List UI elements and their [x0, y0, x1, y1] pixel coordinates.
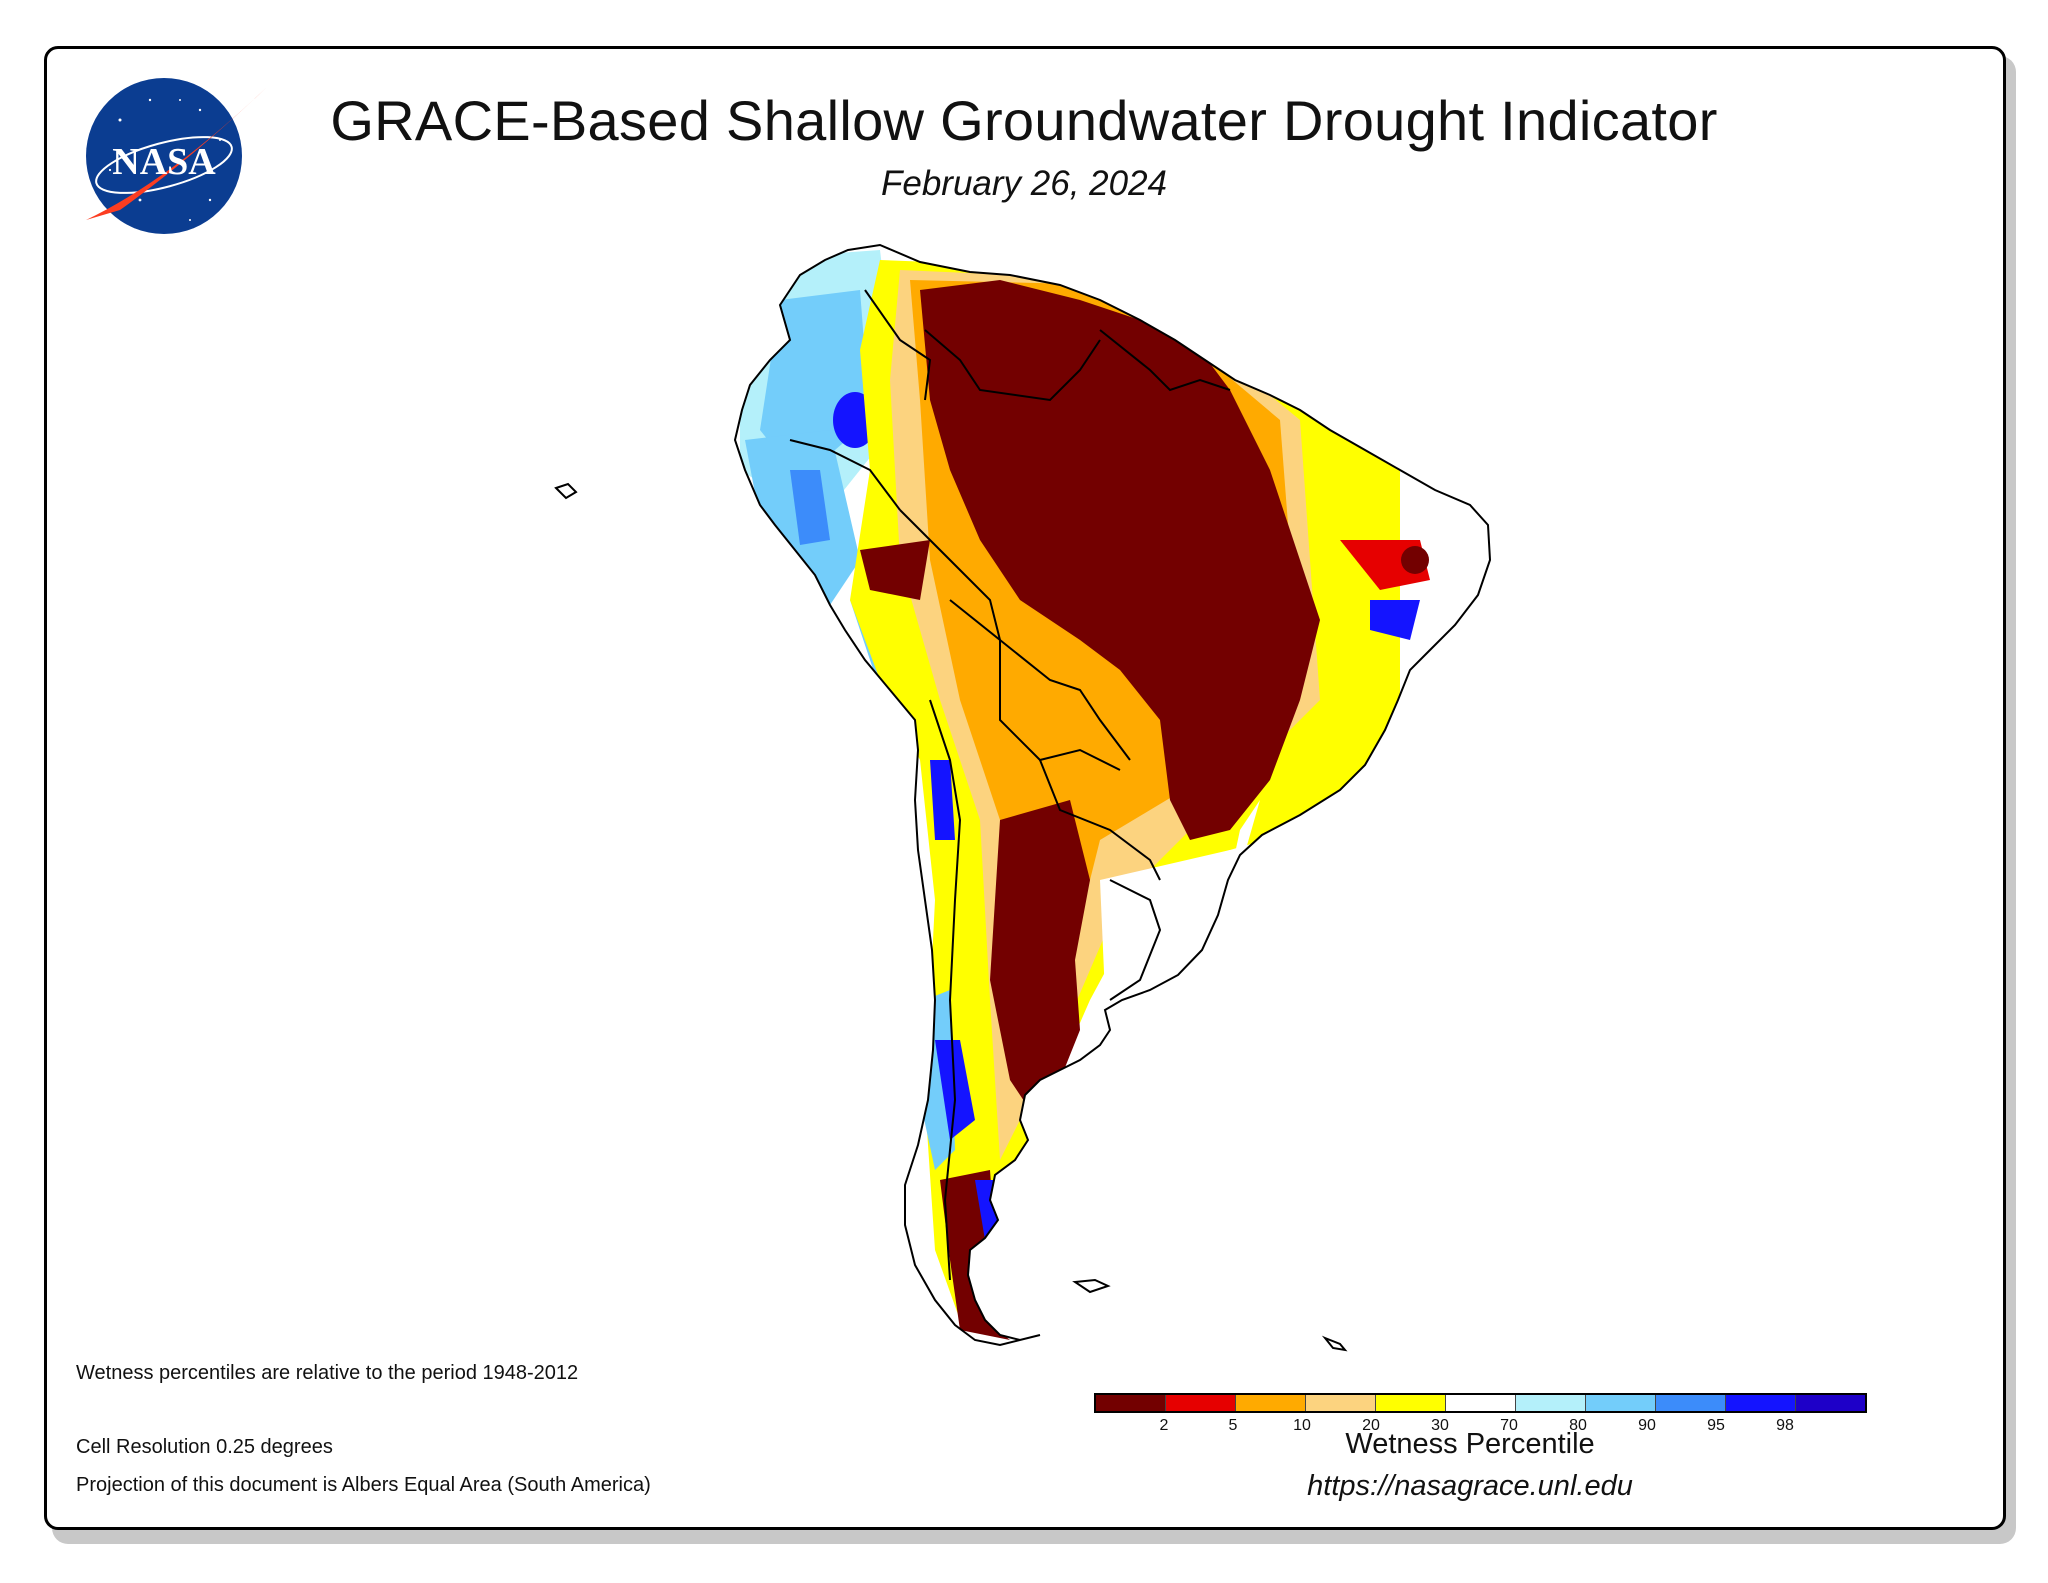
legend-title: Wetness Percentile: [1345, 1428, 1595, 1460]
legend-swatch: [1725, 1395, 1795, 1411]
legend-tick-label: 95: [1707, 1417, 1725, 1434]
map-date: February 26, 2024: [880, 164, 1167, 203]
nasa-logo: NASA: [86, 78, 268, 234]
legend-swatch: [1096, 1395, 1165, 1411]
legend: 2 5 10 20 30 70 80 90 95 98: [1094, 1393, 1867, 1435]
legend-swatch: [1235, 1395, 1305, 1411]
legend-tick-label: 90: [1638, 1417, 1656, 1434]
legend-swatch: [1795, 1395, 1865, 1411]
legend-tick-label: 20: [1362, 1417, 1380, 1434]
legend-swatch: [1655, 1395, 1725, 1411]
svg-text:NASA: NASA: [112, 141, 216, 183]
legend-color-bar: [1094, 1393, 1867, 1413]
source-url[interactable]: https://nasagrace.unl.edu: [1307, 1470, 1633, 1502]
legend-swatch: [1585, 1395, 1655, 1411]
legend-tick-label: 98: [1776, 1417, 1794, 1434]
legend-tick-label: 70: [1500, 1417, 1518, 1434]
legend-tick-label: 30: [1431, 1417, 1449, 1434]
legend-tick-label: 5: [1228, 1417, 1238, 1434]
legend-swatch: [1445, 1395, 1515, 1411]
legend-ticks: 2 5 10 20 30 70 80 90 95 98: [1094, 1413, 1854, 1435]
legend-tick-label: 2: [1159, 1417, 1169, 1434]
legend-swatch: [1305, 1395, 1375, 1411]
legend-tick-label: 80: [1569, 1417, 1587, 1434]
note-projection: Projection of this document is Albers Eq…: [76, 1474, 651, 1496]
legend-swatch: [1515, 1395, 1585, 1411]
map-title: GRACE-Based Shallow Groundwater Drought …: [330, 89, 1718, 152]
legend-tick-label: 10: [1293, 1417, 1311, 1434]
legend-swatch: [1375, 1395, 1445, 1411]
note-period: Wetness percentiles are relative to the …: [76, 1362, 579, 1384]
legend-swatch: [1165, 1395, 1235, 1411]
note-resolution: Cell Resolution 0.25 degrees: [76, 1436, 333, 1458]
